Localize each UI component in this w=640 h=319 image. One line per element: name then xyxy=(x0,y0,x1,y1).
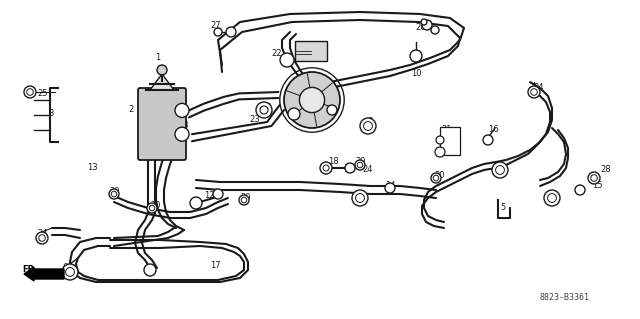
Circle shape xyxy=(147,203,157,213)
Circle shape xyxy=(109,189,119,199)
Circle shape xyxy=(385,183,395,193)
Circle shape xyxy=(436,136,444,144)
Circle shape xyxy=(149,205,155,211)
Text: 23: 23 xyxy=(178,121,189,130)
Circle shape xyxy=(284,72,340,128)
Circle shape xyxy=(495,166,504,174)
Text: 24: 24 xyxy=(533,84,543,93)
Circle shape xyxy=(327,105,337,115)
Circle shape xyxy=(323,165,329,171)
Circle shape xyxy=(175,103,189,117)
Text: 24: 24 xyxy=(37,228,47,238)
Text: 14: 14 xyxy=(385,181,396,189)
Circle shape xyxy=(364,122,372,130)
Circle shape xyxy=(528,86,540,98)
Circle shape xyxy=(357,162,363,168)
Text: 19: 19 xyxy=(437,144,447,152)
Text: 20: 20 xyxy=(150,201,161,210)
Text: 16: 16 xyxy=(488,125,499,135)
Text: 1: 1 xyxy=(155,53,160,62)
Circle shape xyxy=(588,172,600,184)
Text: 11: 11 xyxy=(262,102,273,112)
Circle shape xyxy=(483,135,493,145)
Text: 7: 7 xyxy=(548,194,554,203)
FancyBboxPatch shape xyxy=(295,41,327,61)
Text: 23: 23 xyxy=(249,115,260,124)
Circle shape xyxy=(410,50,422,62)
Text: 4: 4 xyxy=(316,46,321,55)
Circle shape xyxy=(111,191,116,197)
Circle shape xyxy=(433,175,439,181)
Circle shape xyxy=(288,108,300,120)
Circle shape xyxy=(591,175,597,181)
Text: FR.: FR. xyxy=(22,265,38,275)
Circle shape xyxy=(24,86,36,98)
Circle shape xyxy=(355,160,365,170)
Text: 20: 20 xyxy=(240,192,250,202)
Circle shape xyxy=(157,65,167,75)
FancyBboxPatch shape xyxy=(440,127,460,155)
FancyArrow shape xyxy=(24,267,64,281)
Circle shape xyxy=(492,162,508,178)
Text: 21: 21 xyxy=(441,125,451,135)
Text: 20: 20 xyxy=(355,158,365,167)
Text: 22: 22 xyxy=(271,48,282,57)
Text: 15: 15 xyxy=(592,181,602,189)
Text: 13: 13 xyxy=(87,164,98,173)
Text: 12: 12 xyxy=(204,191,214,201)
Text: 28: 28 xyxy=(600,166,611,174)
Circle shape xyxy=(320,162,332,174)
Circle shape xyxy=(422,20,432,30)
Circle shape xyxy=(241,197,247,203)
Circle shape xyxy=(280,53,294,67)
Circle shape xyxy=(260,106,268,114)
Circle shape xyxy=(256,102,272,118)
Circle shape xyxy=(27,89,33,95)
Text: 5: 5 xyxy=(500,204,505,212)
Circle shape xyxy=(62,264,78,280)
Text: 7: 7 xyxy=(354,190,360,199)
Circle shape xyxy=(544,190,560,206)
Text: 20: 20 xyxy=(109,187,120,196)
Circle shape xyxy=(421,19,427,25)
Text: 25: 25 xyxy=(37,88,47,98)
Text: 18: 18 xyxy=(328,158,339,167)
Circle shape xyxy=(38,235,45,241)
Circle shape xyxy=(360,118,376,134)
Circle shape xyxy=(345,163,355,173)
Circle shape xyxy=(226,27,236,37)
Text: 20: 20 xyxy=(434,170,445,180)
Circle shape xyxy=(239,195,249,205)
Circle shape xyxy=(431,26,439,34)
Circle shape xyxy=(213,189,223,199)
Circle shape xyxy=(190,197,202,209)
Circle shape xyxy=(300,87,324,113)
Circle shape xyxy=(435,147,445,157)
Text: 6: 6 xyxy=(62,263,67,271)
Text: 8823-B3361: 8823-B3361 xyxy=(540,293,590,302)
FancyBboxPatch shape xyxy=(138,88,186,160)
Text: 26: 26 xyxy=(415,24,426,33)
Circle shape xyxy=(531,89,538,95)
Circle shape xyxy=(175,127,189,141)
Circle shape xyxy=(356,194,364,202)
Text: 27: 27 xyxy=(210,21,221,31)
Circle shape xyxy=(36,232,48,244)
Text: 9: 9 xyxy=(158,147,163,157)
Circle shape xyxy=(352,190,368,206)
Text: 2: 2 xyxy=(128,106,133,115)
Circle shape xyxy=(214,28,222,36)
Text: 24: 24 xyxy=(362,166,372,174)
Text: 8: 8 xyxy=(367,117,372,127)
Circle shape xyxy=(431,173,441,183)
Polygon shape xyxy=(150,74,174,90)
Text: 17: 17 xyxy=(210,261,221,270)
Circle shape xyxy=(65,268,74,276)
Circle shape xyxy=(144,264,156,276)
Circle shape xyxy=(575,185,585,195)
Text: 3: 3 xyxy=(48,109,53,118)
Text: 6: 6 xyxy=(498,167,504,176)
Circle shape xyxy=(548,194,556,202)
Text: 10: 10 xyxy=(411,69,422,78)
